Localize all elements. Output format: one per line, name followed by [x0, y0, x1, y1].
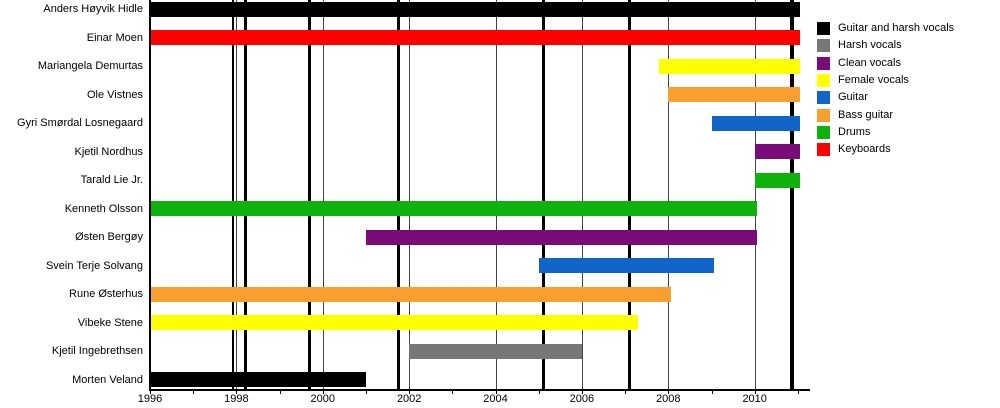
x-axis-tick: [797, 390, 799, 394]
album-release-line: [396, 0, 400, 390]
legend-color-swatch: [817, 108, 830, 122]
legend-item: Harsh vocals: [817, 39, 997, 53]
legend-item: Female vocals: [817, 73, 997, 88]
legend-color-swatch: [817, 22, 830, 35]
x-axis-tick-label: 2008: [656, 393, 681, 405]
member-label: Kjetil Nordhus: [74, 145, 143, 158]
legend-label: Drums: [838, 125, 871, 138]
legend-item: Bass guitar: [817, 108, 997, 123]
legend-color-swatch: [817, 39, 830, 53]
x-axis-tick: [538, 390, 540, 394]
legend-item: Guitar: [817, 91, 997, 105]
member-bar[interactable]: [150, 372, 366, 387]
album-release-line: [628, 0, 631, 390]
x-axis-tick: [193, 390, 195, 394]
member-bar[interactable]: [150, 1, 801, 17]
member-label: Mariangela Demurtas: [37, 60, 143, 72]
member-bar[interactable]: [711, 115, 800, 131]
member-label: Einar Moen: [86, 31, 143, 44]
legend-item: Guitar and harsh vocals: [817, 22, 997, 36]
album-release-line: [790, 0, 795, 390]
legend-color-swatch: [817, 73, 830, 87]
member-bar[interactable]: [658, 58, 800, 74]
year-gridline: [322, 0, 324, 390]
member-bar[interactable]: [366, 229, 757, 245]
legend-label: Female vocals: [838, 73, 909, 86]
x-axis-tick-label: 1996: [137, 393, 163, 405]
year-gridline: [409, 0, 411, 390]
member-label: Østen Bergøy: [75, 231, 143, 243]
member-label: Vibeke Stene: [77, 316, 143, 329]
x-axis-tick-label: 2010: [742, 393, 767, 405]
legend-label: Bass guitar: [838, 108, 894, 121]
x-axis-tick-label: 2000: [310, 393, 336, 405]
album-release-line: [307, 0, 311, 390]
legend-color-swatch: [817, 56, 830, 70]
legend-label: Keyboards: [838, 143, 891, 156]
x-axis-tick-label: 2002: [396, 393, 422, 405]
x-axis-tick: [625, 390, 627, 394]
x-axis-tick: [668, 390, 670, 394]
x-axis-tick: [322, 390, 324, 394]
member-label: Ole Vistnes: [86, 88, 143, 101]
legend-item: Drums: [817, 125, 997, 140]
legend-label: Clean vocals: [838, 56, 901, 69]
legend-label: Guitar: [838, 91, 868, 104]
album-release-line: [541, 0, 545, 390]
member-bar[interactable]: [754, 144, 801, 159]
member-label: Svein Terje Solvang: [45, 259, 143, 272]
member-label: Kenneth Olsson: [64, 202, 143, 215]
member-label: Rune Østerhus: [69, 288, 143, 300]
x-axis-tick: [581, 390, 583, 394]
member-label: Anders Høyvik Hidle: [43, 3, 143, 15]
x-axis-tick: [754, 390, 756, 394]
x-axis-tick: [236, 390, 238, 394]
year-gridline: [495, 0, 497, 390]
legend-color-swatch: [817, 143, 830, 157]
x-axis-tick: [711, 390, 713, 394]
member-bar[interactable]: [150, 286, 671, 302]
legend-item: Keyboards: [817, 143, 997, 157]
legend-color-swatch: [817, 125, 830, 139]
member-bar[interactable]: [150, 30, 801, 45]
x-axis-tick: [409, 390, 411, 394]
x-axis-tick: [279, 390, 281, 394]
x-axis-tick: [150, 390, 151, 394]
legend-label: Guitar and harsh vocals: [838, 22, 955, 34]
x-axis-tick: [366, 390, 367, 394]
member-label: Morten Veland: [72, 373, 143, 386]
legend-label: Harsh vocals: [838, 39, 902, 52]
year-gridline: [754, 0, 756, 390]
member-bar[interactable]: [150, 201, 757, 216]
album-release-line: [231, 0, 234, 390]
member-bar[interactable]: [150, 315, 639, 330]
member-bar[interactable]: [668, 87, 800, 102]
album-release-line: [243, 0, 247, 390]
year-gridline: [236, 0, 238, 390]
member-bar[interactable]: [409, 343, 582, 359]
y-axis-line: [149, 0, 151, 390]
x-axis-tick: [495, 390, 497, 394]
member-label: Kjetil Ingebrethsen: [51, 345, 143, 357]
member-label: Gyri Smørdal Losnegaard: [17, 117, 143, 129]
legend-color-swatch: [817, 91, 830, 105]
x-axis-line: [149, 389, 810, 391]
legend-item: Clean vocals: [817, 56, 997, 71]
year-gridline: [668, 0, 670, 390]
x-axis-tick-label: 2006: [569, 393, 595, 405]
member-label: Tarald Lie Jr.: [80, 174, 143, 186]
x-axis-tick-label: 2004: [483, 393, 508, 405]
member-bar[interactable]: [538, 258, 714, 273]
x-axis-tick-label: 1998: [224, 393, 249, 405]
year-gridline: [581, 0, 583, 390]
member-bar[interactable]: [754, 172, 801, 188]
x-axis-tick: [452, 390, 454, 394]
